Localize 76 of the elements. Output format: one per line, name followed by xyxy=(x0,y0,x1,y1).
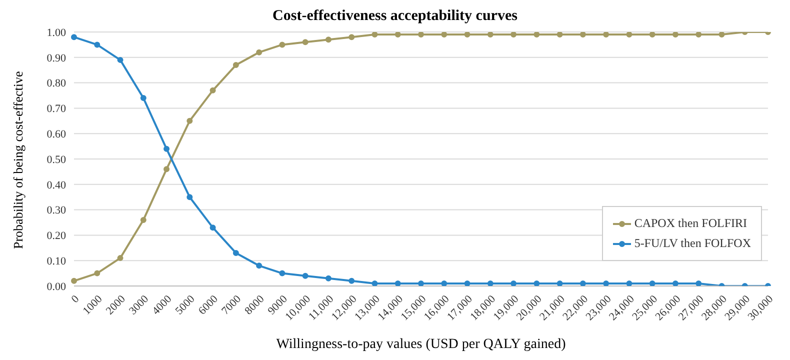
point xyxy=(534,280,540,286)
point xyxy=(464,280,470,286)
point xyxy=(556,280,563,286)
y-tick-label: 1.00 xyxy=(46,26,66,39)
point xyxy=(580,32,586,38)
point xyxy=(418,32,424,38)
point xyxy=(164,166,170,172)
y-tick-label: 0.90 xyxy=(46,52,66,64)
point xyxy=(603,32,610,38)
point xyxy=(603,280,610,286)
point xyxy=(140,95,146,102)
point xyxy=(556,32,563,38)
point xyxy=(626,32,632,38)
point xyxy=(649,280,656,286)
y-tick-label: 0.00 xyxy=(46,280,66,293)
point xyxy=(534,32,540,38)
point xyxy=(256,262,262,269)
x-tick-label: 4000 xyxy=(150,292,175,318)
point xyxy=(279,42,286,48)
y-axis-title: Probability of being cost-effective xyxy=(10,71,26,249)
point xyxy=(672,32,678,38)
point xyxy=(302,272,308,279)
y-tick-label: 0.30 xyxy=(46,204,66,217)
point xyxy=(487,280,494,286)
point xyxy=(394,32,401,38)
point xyxy=(94,42,100,48)
point xyxy=(302,39,308,46)
point xyxy=(487,32,494,38)
point xyxy=(649,32,656,38)
point xyxy=(464,32,470,38)
point xyxy=(325,36,332,43)
legend-label: 5-FU/LV then FOLFOX xyxy=(634,236,751,251)
point xyxy=(186,118,193,124)
x-axis-title: Willingness-to-pay values (USD per QALY gained) xyxy=(276,337,566,352)
point xyxy=(71,34,77,40)
point xyxy=(372,32,378,38)
y-tick-label: 0.20 xyxy=(46,230,66,242)
point xyxy=(394,280,401,286)
point xyxy=(164,146,170,152)
point xyxy=(232,250,239,256)
point xyxy=(256,49,262,56)
point xyxy=(441,280,448,286)
y-tick-label: 0.40 xyxy=(46,179,66,192)
x-tick-label: 0 xyxy=(69,292,82,306)
point xyxy=(210,224,216,231)
point xyxy=(348,278,355,284)
point xyxy=(117,255,124,262)
point xyxy=(696,280,702,286)
point xyxy=(696,32,702,38)
point xyxy=(279,270,286,276)
point xyxy=(348,34,355,40)
point xyxy=(71,278,77,284)
point xyxy=(418,280,424,286)
point xyxy=(210,87,216,94)
point xyxy=(441,32,448,38)
x-tick-label: 6000 xyxy=(196,292,221,318)
y-tick-label: 0.50 xyxy=(46,154,66,166)
point xyxy=(580,280,586,286)
point xyxy=(510,32,517,38)
point xyxy=(672,280,678,286)
point xyxy=(718,32,725,38)
point xyxy=(232,62,239,68)
chart-title: Cost-effectiveness acceptability curves xyxy=(272,8,518,26)
point xyxy=(140,216,146,223)
point xyxy=(117,56,124,63)
y-tick-label: 0.60 xyxy=(46,128,66,141)
y-tick-label: 0.10 xyxy=(46,256,66,268)
y-tick-label: 0.80 xyxy=(46,78,66,90)
point xyxy=(372,280,378,286)
point xyxy=(510,280,517,286)
y-tick-label: 0.70 xyxy=(46,103,66,116)
legend-label: CAPOX then FOLFIRI xyxy=(634,216,747,231)
point xyxy=(186,194,193,200)
point xyxy=(626,280,632,286)
point xyxy=(94,270,100,276)
point xyxy=(325,275,332,282)
